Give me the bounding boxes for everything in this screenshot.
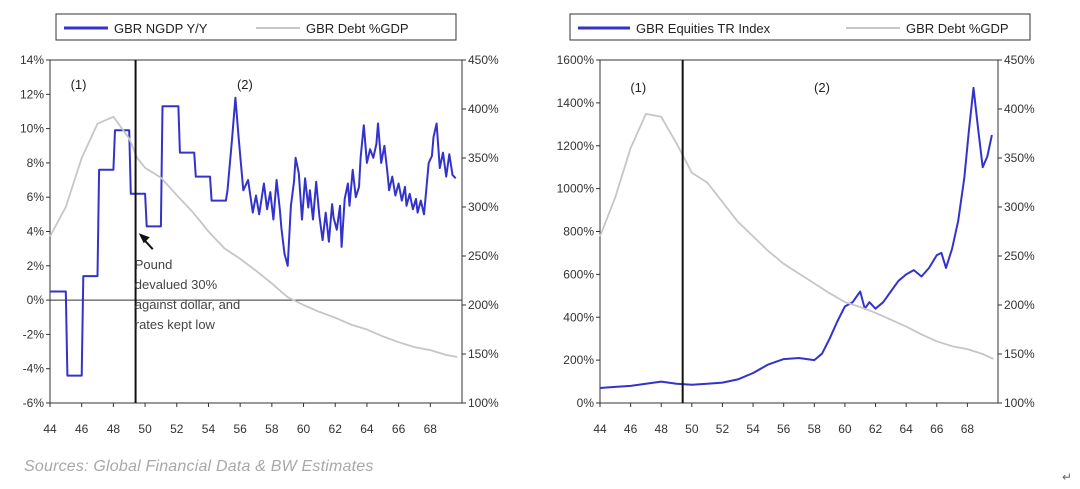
legend-box (569, 13, 1031, 41)
y-left-tick-label: 800% (563, 225, 594, 239)
y-left-tick-label: -2% (23, 327, 45, 341)
legend-entry-1: GBR NGDP Y/Y (114, 21, 208, 36)
y-left-tick-label: 0% (577, 396, 595, 410)
x-tick-label: 66 (930, 422, 944, 436)
x-tick-label: 62 (329, 422, 343, 436)
legend: GBR NGDP Y/Y GBR Debt %GDP (55, 13, 457, 41)
annotation-arrow-head (138, 233, 150, 244)
y-right-tick-label: 350% (1004, 151, 1035, 165)
legend-entry-2: GBR Debt %GDP (306, 21, 409, 36)
chart-ngdp-svg: GBR NGDP Y/Y GBR Debt %GDP 14% 12% 10% 8% 6% 4%… (20, 13, 499, 436)
y-left-tick-label: 8% (27, 156, 45, 170)
x-tick-label: 60 (297, 422, 311, 436)
series-line-gbr-ngdp-y-y (50, 96, 457, 377)
x-tick-label: 44 (43, 422, 57, 436)
y-left-tick-label: 4% (27, 225, 45, 239)
legend-entry-2: GBR Debt %GDP (906, 21, 1009, 36)
period-label-2: (2) (814, 80, 830, 95)
y-right-tick-label: 100% (468, 396, 499, 410)
x-tick-label: 48 (107, 422, 121, 436)
y-left-tick-label: 200% (563, 353, 594, 367)
y-right-tick-label: 100% (1004, 396, 1035, 410)
x-tick-label: 46 (75, 422, 89, 436)
series-line-gbr-equities-tr-index (599, 86, 993, 389)
x-tick-label: 68 (961, 422, 975, 436)
devaluation-annotation: Pound devalued 30% against dollar, and rate… (135, 233, 241, 332)
plot-frame (49, 59, 463, 404)
y-left-tick-label: 12% (20, 87, 44, 101)
y-right-tick-label: 150% (1004, 347, 1035, 361)
y-left-tick-label: -4% (23, 362, 45, 376)
y-right-tick-label: 300% (468, 200, 499, 214)
y-right-tick-label: 450% (468, 53, 499, 67)
y-left-tick-label: 0% (27, 293, 45, 307)
y-left-tick-label: 1000% (557, 182, 595, 196)
y-right-tick-label: 400% (1004, 102, 1035, 116)
x-tick-label: 54 (202, 422, 216, 436)
x-tick-label: 64 (899, 422, 913, 436)
series-line-gbr-debt-gdp (49, 115, 458, 358)
y-right-tick-label: 300% (1004, 200, 1035, 214)
x-tick-label: 68 (424, 422, 438, 436)
y-left-tick-label: 400% (563, 310, 594, 324)
y-right-tick-label: 400% (468, 102, 499, 116)
y-left-tick-label: 1600% (557, 53, 595, 67)
x-tick-label: 60 (838, 422, 852, 436)
series-line-gbr-debt-gdp (599, 113, 994, 360)
legend: GBR Equities TR Index GBR Debt %GDP (569, 13, 1031, 41)
x-tick-label: 50 (138, 422, 152, 436)
x-tick-label: 56 (233, 422, 247, 436)
chart-equities-svg: GBR Equities TR Index GBR Debt %GDP 1600% 1… (557, 13, 1035, 436)
y-right-tick-label: 250% (1004, 249, 1035, 263)
annotation-line-4: rates kept low (135, 317, 216, 332)
chart-equities-vs-debt: GBR Equities TR Index GBR Debt %GDP 1600% 1… (540, 0, 1080, 460)
x-tick-label: 66 (392, 422, 406, 436)
y-left-tick-label: 1400% (557, 96, 595, 110)
x-tick-label: 52 (170, 422, 184, 436)
annotation-line-3: against dollar, and (135, 297, 241, 312)
period-label-1: (1) (71, 77, 87, 92)
x-tick-label: 64 (360, 422, 374, 436)
x-tick-label: 48 (655, 422, 669, 436)
plot-frame (599, 59, 999, 404)
y-right-tick-label: 150% (468, 347, 499, 361)
x-tick-label: 58 (808, 422, 822, 436)
y-left-tick-label: 10% (20, 122, 44, 136)
x-tick-label: 56 (777, 422, 791, 436)
x-tick-label: 58 (265, 422, 279, 436)
x-tick-label: 50 (685, 422, 699, 436)
x-tick-label: 62 (869, 422, 883, 436)
source-note: Sources: Global Financial Data & BW Esti… (24, 458, 374, 475)
y-left-tick-label: 1200% (557, 139, 595, 153)
chart-ngdp-vs-debt: GBR NGDP Y/Y GBR Debt %GDP 14% 12% 10% 8% 6% 4%… (0, 0, 540, 460)
y-right-tick-label: 350% (468, 151, 499, 165)
x-tick-label: 52 (716, 422, 730, 436)
y-right-tick-label: 200% (468, 298, 499, 312)
annotation-line-2: devalued 30% (135, 277, 218, 292)
period-label-1: (1) (630, 80, 646, 95)
x-tick-label: 46 (624, 422, 638, 436)
y-left-tick-label: 6% (27, 190, 45, 204)
x-tick-label: 54 (746, 422, 760, 436)
y-right-tick-label: 200% (1004, 298, 1035, 312)
y-left-tick-label: -6% (23, 396, 45, 410)
y-left-tick-label: 14% (20, 53, 44, 67)
y-left-tick-label: 2% (27, 259, 45, 273)
legend-entry-1: GBR Equities TR Index (636, 21, 771, 36)
annotation-line-1: Pound (135, 257, 173, 272)
x-tick-label: 44 (593, 422, 607, 436)
y-left-tick-label: 600% (563, 267, 594, 281)
y-right-tick-label: 250% (468, 249, 499, 263)
y-right-tick-label: 450% (1004, 53, 1035, 67)
period-label-2: (2) (237, 77, 253, 92)
return-mark: ↵ (1062, 470, 1073, 484)
